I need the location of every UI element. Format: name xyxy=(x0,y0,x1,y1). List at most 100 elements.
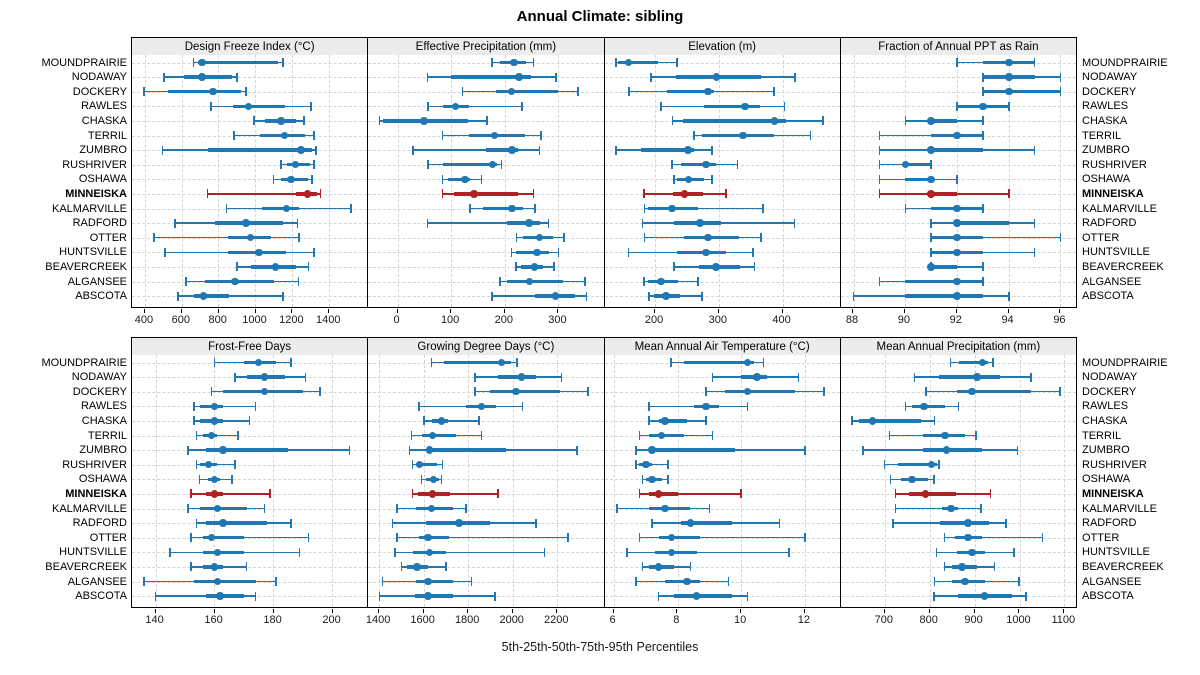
chart-title: Annual Climate: sibling xyxy=(516,8,684,25)
whisker-cap xyxy=(1033,145,1036,155)
whisker-cap xyxy=(773,87,776,97)
row-label-left: ALGANSEE xyxy=(67,275,127,288)
whisker-cap xyxy=(532,189,535,199)
axis-tick-label: 160 xyxy=(204,614,223,626)
row-label-right: CHASKA xyxy=(1082,114,1128,127)
panel-strip: Frost-Free Days xyxy=(208,340,292,353)
whisker-cap xyxy=(521,101,524,111)
whisker-cap xyxy=(420,474,423,484)
whisker-cap xyxy=(192,401,195,411)
vertical-gridline xyxy=(885,355,887,607)
median-dot xyxy=(927,460,936,469)
axis-tick-label: 12 xyxy=(797,614,811,626)
whisker-cap xyxy=(411,489,414,499)
median-dot xyxy=(451,102,460,111)
whisker-cap xyxy=(515,262,517,272)
range-25-75 xyxy=(443,360,512,365)
whisker-cap xyxy=(348,445,351,455)
median-dot xyxy=(425,446,434,454)
range-5-95 xyxy=(428,105,523,107)
median-dot xyxy=(927,263,935,271)
panel-strip: Fraction of Annual PPT as Rain xyxy=(839,38,1076,55)
row-label-left: OTTER xyxy=(89,231,127,244)
whisker-cap xyxy=(943,533,946,543)
median-dot xyxy=(427,504,436,513)
range-25-75 xyxy=(515,250,550,254)
median-dot xyxy=(702,248,710,257)
range-25-75 xyxy=(939,375,1000,379)
whisker-cap xyxy=(711,372,714,382)
axis-tick-label: 300 xyxy=(548,314,567,326)
whisker-cap xyxy=(615,145,617,155)
whisker-cap xyxy=(700,291,703,301)
whisker-cap xyxy=(540,131,542,140)
whisker-cap xyxy=(473,387,476,397)
row-gridline xyxy=(840,91,1076,93)
median-dot xyxy=(271,263,280,271)
range-25-75 xyxy=(506,221,540,225)
whisker-cap xyxy=(862,445,864,455)
whisker-cap xyxy=(516,358,518,367)
median-dot xyxy=(667,533,675,542)
whisker-cap xyxy=(210,101,212,111)
row-label-left: NODAWAY xyxy=(71,371,127,384)
range-5-95 xyxy=(931,237,1061,239)
whisker-cap xyxy=(473,372,476,382)
axis-tick xyxy=(851,309,853,313)
whisker-cap xyxy=(441,131,444,140)
whisker-cap xyxy=(153,233,155,243)
whisker-cap xyxy=(248,416,251,426)
whisker-cap xyxy=(411,460,414,470)
median-dot xyxy=(770,117,778,125)
median-dot xyxy=(213,577,222,586)
median-dot xyxy=(424,577,432,586)
whisker-cap xyxy=(304,372,307,382)
range-25-75 xyxy=(905,294,983,298)
median-dot xyxy=(303,190,312,198)
axis-tick-label: 88 xyxy=(845,314,859,326)
row-label-right: ALGANSEE xyxy=(1082,275,1142,288)
vertical-gridline xyxy=(155,355,157,607)
whisker-cap xyxy=(930,160,933,170)
median-dot xyxy=(517,373,526,381)
axis-tick xyxy=(676,609,678,613)
whisker-cap xyxy=(852,291,855,301)
whisker-cap xyxy=(752,247,755,257)
axis-tick-label: 900 xyxy=(964,614,983,626)
row-gridline xyxy=(368,281,604,283)
whisker-cap xyxy=(809,131,812,140)
row-label-left: KALMARVILLE xyxy=(51,502,127,515)
axis-tick-label: 92 xyxy=(949,314,962,326)
row-label-right: ABSCOTA xyxy=(1082,590,1134,603)
whisker-cap xyxy=(307,533,310,543)
whisker-cap xyxy=(577,87,579,97)
axis-tick-label: 2200 xyxy=(543,614,569,626)
range-25-75 xyxy=(483,206,524,211)
whisker-cap xyxy=(794,72,797,82)
range-5-95 xyxy=(895,507,982,510)
median-dot xyxy=(947,504,955,513)
whisker-cap xyxy=(793,218,796,228)
row-label-left: HUNTSVILLE xyxy=(59,546,127,559)
panel-strip: Elevation (m) xyxy=(603,38,840,55)
vertical-gridline xyxy=(905,55,907,307)
row-gridline xyxy=(368,464,604,466)
whisker-cap xyxy=(470,577,473,586)
median-dot xyxy=(512,387,520,396)
whisker-cap xyxy=(532,58,535,67)
row-gridline xyxy=(604,420,840,422)
median-dot xyxy=(942,446,951,454)
median-dot xyxy=(209,87,217,96)
range-25-75 xyxy=(923,448,982,452)
whisker-cap xyxy=(234,372,236,382)
range-25-75 xyxy=(205,521,268,525)
range-5-95 xyxy=(397,537,568,539)
whisker-cap xyxy=(956,58,958,67)
axis-tick xyxy=(272,609,274,613)
panel-row-1 xyxy=(131,355,1077,608)
median-dot xyxy=(702,402,710,411)
whisker-cap xyxy=(497,489,499,499)
axis-tick xyxy=(467,609,469,613)
median-dot xyxy=(953,219,961,227)
axis-tick xyxy=(556,609,558,613)
